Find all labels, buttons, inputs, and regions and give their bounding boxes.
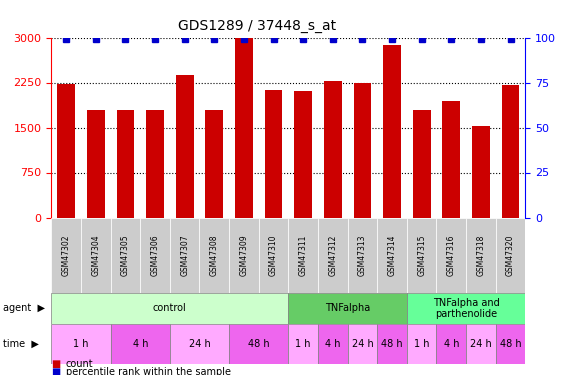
- Bar: [235, 38, 253, 218]
- Text: GSM47316: GSM47316: [447, 234, 456, 276]
- Text: GSM47302: GSM47302: [62, 234, 71, 276]
- Bar: [443, 101, 460, 217]
- FancyBboxPatch shape: [436, 324, 466, 364]
- Text: 4 h: 4 h: [132, 339, 148, 349]
- FancyBboxPatch shape: [170, 217, 199, 292]
- Text: 48 h: 48 h: [500, 339, 521, 349]
- Text: count: count: [66, 359, 93, 369]
- FancyBboxPatch shape: [170, 324, 229, 364]
- Bar: [353, 82, 371, 218]
- FancyBboxPatch shape: [407, 217, 436, 292]
- Text: TNFalpha and
parthenolide: TNFalpha and parthenolide: [433, 298, 500, 319]
- Bar: [383, 45, 401, 218]
- Bar: [472, 126, 490, 218]
- Text: control: control: [153, 303, 187, 313]
- Text: GSM47306: GSM47306: [151, 234, 159, 276]
- FancyBboxPatch shape: [111, 217, 140, 292]
- FancyBboxPatch shape: [140, 217, 170, 292]
- Text: GSM47308: GSM47308: [210, 234, 219, 276]
- Text: GSM47304: GSM47304: [91, 234, 100, 276]
- Bar: [146, 110, 164, 218]
- Text: GSM47318: GSM47318: [476, 234, 485, 276]
- Text: 24 h: 24 h: [352, 339, 373, 349]
- FancyBboxPatch shape: [407, 292, 525, 324]
- Text: GSM47313: GSM47313: [358, 234, 367, 276]
- Text: 24 h: 24 h: [188, 339, 210, 349]
- Text: 1 h: 1 h: [295, 339, 311, 349]
- Text: time  ▶: time ▶: [3, 339, 39, 349]
- FancyBboxPatch shape: [288, 324, 318, 364]
- FancyBboxPatch shape: [259, 217, 288, 292]
- FancyBboxPatch shape: [288, 217, 318, 292]
- Bar: [87, 110, 104, 218]
- Bar: [324, 81, 341, 218]
- Text: GSM47312: GSM47312: [328, 234, 337, 276]
- Text: ■: ■: [51, 367, 61, 375]
- Text: 48 h: 48 h: [248, 339, 270, 349]
- Text: 24 h: 24 h: [470, 339, 492, 349]
- FancyBboxPatch shape: [466, 324, 496, 364]
- Text: GSM47320: GSM47320: [506, 234, 515, 276]
- FancyBboxPatch shape: [348, 217, 377, 292]
- Bar: [502, 85, 520, 218]
- Text: GSM47305: GSM47305: [121, 234, 130, 276]
- Text: GSM47307: GSM47307: [180, 234, 189, 276]
- FancyBboxPatch shape: [229, 217, 259, 292]
- FancyBboxPatch shape: [199, 217, 229, 292]
- Bar: [265, 90, 283, 218]
- FancyBboxPatch shape: [318, 217, 348, 292]
- Text: GSM47314: GSM47314: [388, 234, 396, 276]
- Bar: [294, 91, 312, 218]
- FancyBboxPatch shape: [51, 324, 111, 364]
- FancyBboxPatch shape: [51, 292, 288, 324]
- FancyBboxPatch shape: [377, 324, 407, 364]
- Text: GSM47311: GSM47311: [299, 234, 308, 276]
- FancyBboxPatch shape: [496, 324, 525, 364]
- Bar: [57, 84, 75, 218]
- FancyBboxPatch shape: [288, 292, 407, 324]
- Text: 1 h: 1 h: [73, 339, 89, 349]
- FancyBboxPatch shape: [377, 217, 407, 292]
- FancyBboxPatch shape: [466, 217, 496, 292]
- Bar: [206, 110, 223, 218]
- Bar: [413, 110, 431, 218]
- Text: GSM47310: GSM47310: [269, 234, 278, 276]
- FancyBboxPatch shape: [436, 217, 466, 292]
- FancyBboxPatch shape: [111, 324, 170, 364]
- FancyBboxPatch shape: [496, 217, 525, 292]
- Text: percentile rank within the sample: percentile rank within the sample: [66, 367, 231, 375]
- FancyBboxPatch shape: [407, 324, 436, 364]
- FancyBboxPatch shape: [318, 324, 348, 364]
- Text: GSM47315: GSM47315: [417, 234, 426, 276]
- FancyBboxPatch shape: [81, 217, 111, 292]
- Bar: [116, 110, 134, 218]
- Bar: [176, 75, 194, 217]
- Text: agent  ▶: agent ▶: [3, 303, 45, 313]
- Text: 4 h: 4 h: [444, 339, 459, 349]
- Text: GDS1289 / 37448_s_at: GDS1289 / 37448_s_at: [178, 19, 336, 33]
- Text: TNFalpha: TNFalpha: [325, 303, 370, 313]
- Text: ■: ■: [51, 359, 61, 369]
- Text: GSM47309: GSM47309: [239, 234, 248, 276]
- Text: 1 h: 1 h: [414, 339, 429, 349]
- Text: 48 h: 48 h: [381, 339, 403, 349]
- FancyBboxPatch shape: [229, 324, 288, 364]
- Text: 4 h: 4 h: [325, 339, 340, 349]
- FancyBboxPatch shape: [348, 324, 377, 364]
- FancyBboxPatch shape: [51, 217, 81, 292]
